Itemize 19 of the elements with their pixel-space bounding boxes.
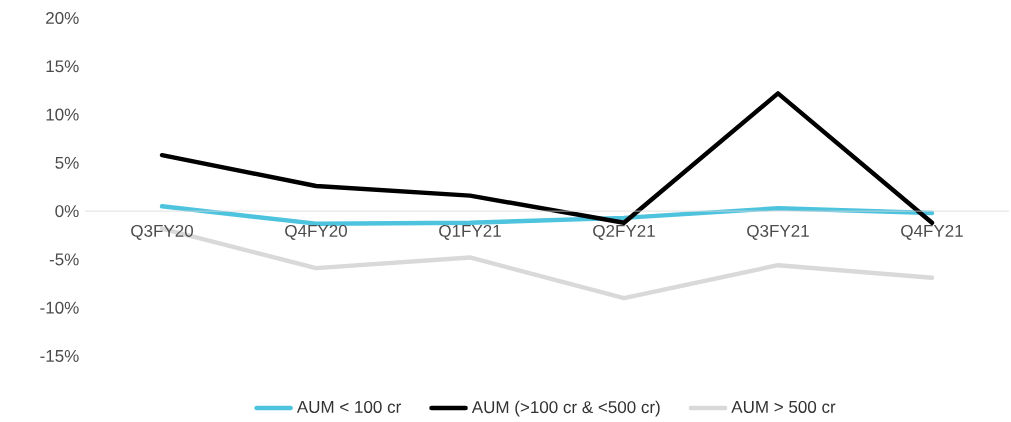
legend-label: AUM > 500 cr: [731, 400, 836, 413]
line-series: [159, 91, 935, 225]
y-tick-label: 20%: [46, 11, 79, 25]
y-tick-label: -10%: [40, 301, 79, 314]
x-tick-label: Q3FY20: [131, 224, 193, 240]
legend-label: AUM (>100 cr & <500 cr): [471, 400, 660, 417]
x-tick-label: Q1FY21: [439, 224, 501, 240]
y-tick-label: -5%: [49, 253, 79, 266]
line-series: [159, 204, 935, 226]
x-tick-label: Q4FY20: [285, 224, 347, 240]
y-tick-label: -15%: [40, 350, 79, 362]
y-tick-label: 10%: [46, 108, 79, 121]
x-tick-label: Q2FY21: [593, 224, 655, 240]
x-tick-label: Q3FY21: [747, 224, 809, 240]
y-tick-label: 15%: [46, 60, 79, 73]
y-tick-label: 5%: [55, 156, 79, 169]
x-tick-label: Q4FY21: [901, 224, 963, 240]
y-tick-label: 0%: [55, 205, 79, 218]
legend-label: AUM < 100 cr: [296, 400, 401, 413]
